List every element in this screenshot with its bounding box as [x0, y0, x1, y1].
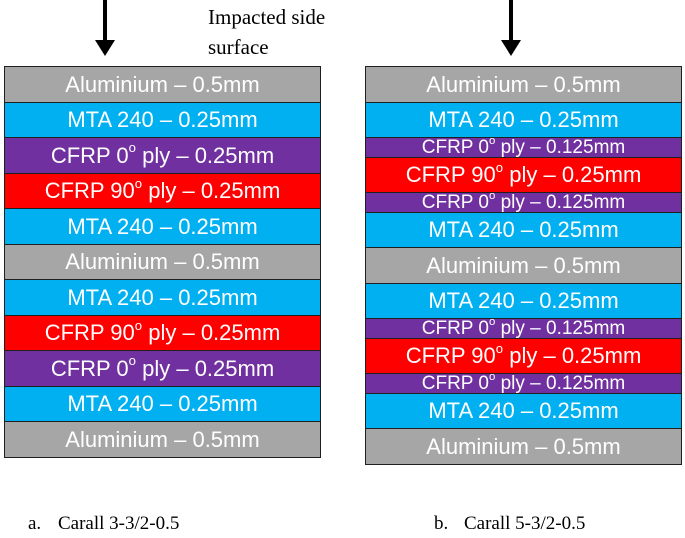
layer-label: Aluminium – 0.5mm	[65, 249, 260, 274]
layer-label: CFRP 90o ply – 0.25mm	[405, 159, 642, 188]
layer-label-suffix: ply – 0.125mm	[495, 373, 626, 394]
degree-mark: o	[488, 373, 496, 383]
layer-label-prefix: CFRP 0	[421, 137, 489, 158]
layer-label-suffix: ply – 0.25mm	[136, 355, 275, 381]
layer-cf0: CFRP 0o ply – 0.125mm	[365, 192, 682, 213]
layer-al: Aluminium – 0.5mm	[4, 66, 321, 103]
layer-cf90: CFRP 90o ply – 0.25mm	[4, 314, 321, 352]
layer-label: CFRP 0o ply – 0.125mm	[421, 373, 626, 394]
layer-label: CFRP 0o ply – 0.25mm	[50, 140, 275, 169]
panel-caption-a: a. Carall 3-3/2-0.5	[28, 513, 179, 535]
degree-mark: o	[488, 137, 496, 147]
layup-stack-b: Aluminium – 0.5mm MTA 240 – 0.25mm CFRP 0o…	[365, 66, 682, 465]
layer-label-suffix: ply – 0.25mm	[142, 320, 281, 345]
layer-label: MTA 240 – 0.25mm	[67, 391, 258, 416]
layer-cf90: CFRP 90o ply – 0.25mm	[4, 172, 321, 210]
layer-label-suffix: ply – 0.25mm	[136, 142, 275, 168]
layer-mta: MTA 240 – 0.25mm	[365, 211, 682, 249]
layer-cf0: CFRP 0o ply – 0.25mm	[4, 350, 321, 387]
layer-mta: MTA 240 – 0.25mm	[4, 279, 321, 316]
layer-label: Aluminium – 0.5mm	[65, 71, 260, 97]
layup-stack-a: Aluminium – 0.5mm MTA 240 – 0.25mm CFRP 0o…	[4, 66, 321, 458]
layer-label: Aluminium – 0.5mm	[65, 426, 260, 452]
layer-cf0: CFRP 0o ply – 0.125mm	[365, 373, 682, 394]
layer-al: Aluminium – 0.5mm	[365, 247, 682, 284]
layer-cf0: CFRP 0o ply – 0.125mm	[365, 318, 682, 339]
layer-label-prefix: CFRP 0	[421, 373, 489, 394]
layer-label-prefix: CFRP 0	[421, 318, 489, 339]
panel-caption-b: b. Carall 5-3/2-0.5	[434, 513, 585, 535]
layer-label: MTA 240 – 0.25mm	[428, 398, 619, 423]
layer-label-prefix: CFRP 90	[44, 320, 135, 345]
panel-letter-a: a.	[28, 513, 42, 534]
layer-label-suffix: ply – 0.25mm	[142, 178, 281, 203]
degree-mark: o	[128, 353, 136, 369]
layer-label: MTA 240 – 0.25mm	[428, 288, 619, 313]
layer-label: MTA 240 – 0.25mm	[67, 213, 258, 239]
layer-label-prefix: CFRP 90	[405, 343, 496, 368]
impact-arrow-b-icon	[501, 0, 521, 56]
panel-name-a: Carall 3-3/2-0.5	[58, 513, 180, 534]
layer-mta: MTA 240 – 0.25mm	[365, 392, 682, 430]
layer-al: Aluminium – 0.5mm	[365, 66, 682, 103]
layer-label: Aluminium – 0.5mm	[426, 71, 621, 97]
degree-mark: o	[134, 317, 143, 333]
layer-mta: MTA 240 – 0.25mm	[4, 101, 321, 139]
layer-cf90: CFRP 90o ply – 0.25mm	[365, 337, 682, 375]
layer-mta: MTA 240 – 0.25mm	[4, 208, 321, 245]
layer-label-suffix: ply – 0.25mm	[503, 343, 642, 368]
layer-label: MTA 240 – 0.25mm	[67, 284, 258, 310]
layer-label: MTA 240 – 0.25mm	[428, 217, 619, 242]
degree-mark: o	[495, 340, 504, 356]
layer-cf90: CFRP 90o ply – 0.25mm	[365, 156, 682, 194]
layer-label: CFRP 90o ply – 0.25mm	[405, 340, 642, 369]
layer-mta: MTA 240 – 0.25mm	[365, 101, 682, 139]
layer-mta: MTA 240 – 0.25mm	[4, 385, 321, 423]
layer-label-suffix: ply – 0.125mm	[495, 192, 626, 213]
layer-label: MTA 240 – 0.25mm	[428, 107, 619, 132]
degree-mark: o	[134, 175, 143, 191]
layer-label: CFRP 90o ply – 0.25mm	[44, 317, 281, 346]
degree-mark: o	[495, 159, 504, 175]
layer-label-prefix: CFRP 0	[50, 355, 129, 381]
layer-label-prefix: CFRP 0	[421, 192, 489, 213]
impact-arrow-a-icon	[95, 0, 115, 56]
impacted-side-label: Impacted side surface	[208, 5, 326, 59]
layer-label: MTA 240 – 0.25mm	[67, 107, 258, 132]
layer-label: CFRP 0o ply – 0.125mm	[421, 192, 626, 213]
panel-name-b: Carall 5-3/2-0.5	[464, 513, 586, 534]
layer-label: Aluminium – 0.5mm	[426, 433, 621, 459]
layer-label-prefix: CFRP 90	[405, 162, 496, 187]
layer-al: Aluminium – 0.5mm	[365, 428, 682, 465]
degree-mark: o	[488, 318, 496, 328]
layer-label-prefix: CFRP 0	[50, 142, 129, 168]
layer-cf0: CFRP 0o ply – 0.25mm	[4, 137, 321, 174]
layer-label-prefix: CFRP 90	[44, 178, 135, 203]
layer-mta: MTA 240 – 0.25mm	[365, 282, 682, 320]
layer-al: Aluminium – 0.5mm	[4, 243, 321, 281]
layer-label: Aluminium – 0.5mm	[426, 252, 621, 278]
layer-al: Aluminium – 0.5mm	[4, 421, 321, 458]
panel-letter-b: b.	[434, 513, 449, 534]
layer-cf0: CFRP 0o ply – 0.125mm	[365, 137, 682, 158]
degree-mark: o	[128, 140, 136, 156]
layer-label: CFRP 0o ply – 0.125mm	[421, 318, 626, 339]
layer-label-suffix: ply – 0.125mm	[495, 318, 626, 339]
layer-label: CFRP 0o ply – 0.25mm	[50, 353, 275, 382]
layer-label-suffix: ply – 0.25mm	[503, 162, 642, 187]
layer-label-suffix: ply – 0.125mm	[495, 137, 626, 158]
layer-label: CFRP 0o ply – 0.125mm	[421, 137, 626, 158]
degree-mark: o	[488, 192, 496, 202]
layer-label: CFRP 90o ply – 0.25mm	[44, 175, 281, 204]
